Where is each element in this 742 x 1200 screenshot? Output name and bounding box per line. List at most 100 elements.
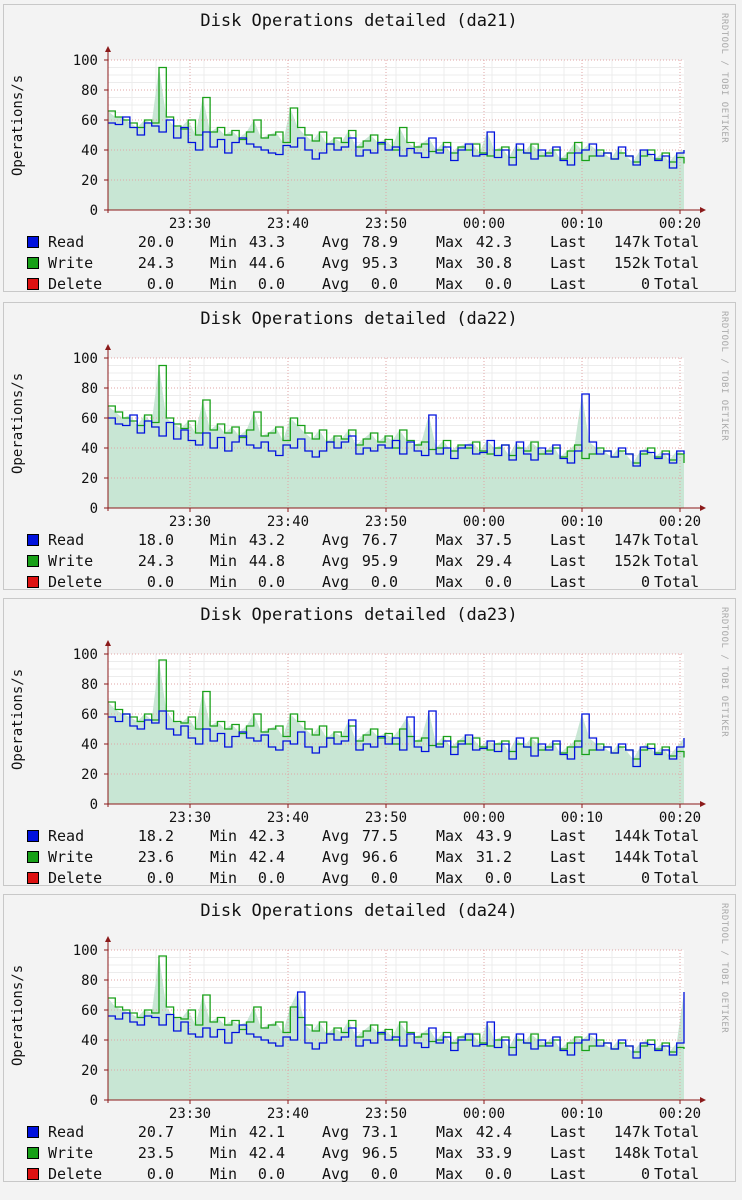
y-tick-label: 40: [81, 737, 98, 753]
legend-last-label: Last: [550, 827, 587, 845]
legend-max-value: 77.5: [361, 827, 398, 845]
legend-row: Delete 0.0 0.0 0.0 0.0 0 Min Avg Max Last Total: [24, 869, 724, 890]
chart-title: Disk Operations detailed (da22): [200, 309, 518, 329]
legend-total-value: 147k: [613, 531, 650, 549]
y-tick-label: 80: [81, 381, 98, 397]
total-area: [108, 956, 684, 1100]
legend-total-value: 147k: [613, 233, 650, 251]
legend-total-label: Total: [654, 552, 700, 570]
x-tick-label: 00:10: [561, 810, 603, 824]
legend-last-label: Last: [550, 869, 587, 887]
legend-last-label: Last: [550, 552, 587, 570]
legend-min-value: 20.0: [137, 233, 174, 251]
y-tick-label: 80: [81, 973, 98, 989]
legend-swatch: [27, 236, 39, 248]
legend-swatch: [27, 257, 39, 269]
legend-avg-label: Avg: [322, 233, 350, 251]
x-tick-label: 00:20: [659, 514, 701, 528]
x-tick-label: 00:10: [561, 514, 603, 528]
legend-series-name: Delete: [48, 573, 103, 591]
legend-total-value: 144k: [613, 848, 650, 866]
legend-max-label: Max: [436, 531, 464, 549]
y-tick-label: 20: [81, 471, 98, 487]
legend-avg-label: Avg: [322, 552, 350, 570]
rrdtool-watermark: RRDTOOL / TOBI OETIKER: [719, 311, 729, 442]
y-tick-label: 100: [73, 647, 98, 663]
read-series-line: [108, 710, 685, 768]
legend-min-value: 23.6: [137, 848, 174, 866]
legend-last-value: 0.0: [484, 1165, 512, 1183]
legend-max-label: Max: [436, 1165, 464, 1183]
legend-series-name: Read: [48, 1123, 85, 1141]
x-tick-label: 00:10: [561, 1106, 603, 1120]
legend-min-label: Min: [210, 1144, 238, 1162]
legend-row: Delete 0.0 0.0 0.0 0.0 0 Min Avg Max Last Total: [24, 1165, 724, 1186]
legend-min-label: Min: [210, 275, 238, 293]
plot-area: 0 20 40 60 80 100 23:30 23:40 23:50 00:00 00:10 00:…: [73, 936, 706, 1120]
legend-avg-label: Avg: [322, 1123, 350, 1141]
legend-max-value: 0.0: [370, 1165, 398, 1183]
legend-avg-value: 42.4: [248, 848, 285, 866]
chart-title: Disk Operations detailed (da21): [200, 11, 518, 31]
legend-row: Read 18.2 42.3 77.5 43.9 144k Min Avg Max Last Tot…: [24, 827, 724, 848]
read-series-line: [108, 991, 685, 1059]
legend: Read 20.0 43.3 78.9 42.3 147k Min Avg Max Last Tot…: [24, 233, 724, 296]
legend-total-label: Total: [654, 827, 700, 845]
legend-last-value: 42.4: [475, 1123, 512, 1141]
legend-max-label: Max: [436, 573, 464, 591]
legend-max-label: Max: [436, 827, 464, 845]
legend-avg-value: 43.2: [248, 531, 285, 549]
y-axis-arrow: [105, 46, 111, 52]
x-tick-label: 23:50: [365, 216, 407, 230]
legend-avg-value: 42.4: [248, 1144, 285, 1162]
y-tick-label: 20: [81, 1063, 98, 1079]
legend-last-label: Last: [550, 1165, 587, 1183]
legend-swatch: [27, 1147, 39, 1159]
legend-series-name: Read: [48, 827, 85, 845]
graph-panel: Disk Operations detailed (da24) RRDTOOL /…: [3, 894, 736, 1183]
legend-max-label: Max: [436, 233, 464, 251]
legend-total-label: Total: [654, 1123, 700, 1141]
graph-panel: Disk Operations detailed (da22) RRDTOOL /…: [3, 302, 736, 591]
x-tick-label: 00:20: [659, 1106, 701, 1120]
legend-min-value: 0.0: [146, 869, 174, 887]
y-tick-label: 20: [81, 767, 98, 783]
legend-avg-label: Avg: [322, 573, 350, 591]
legend-total-label: Total: [654, 275, 700, 293]
legend-avg-label: Avg: [322, 848, 350, 866]
legend-last-value: 0.0: [484, 869, 512, 887]
chart-title: Disk Operations detailed (da24): [200, 901, 518, 921]
legend-avg-label: Avg: [322, 1165, 350, 1183]
legend-total-value: 0: [640, 869, 650, 887]
legend-min-label: Min: [210, 827, 238, 845]
y-tick-label: 40: [81, 1033, 98, 1049]
legend-swatch: [27, 1126, 39, 1138]
legend-max-label: Max: [436, 848, 464, 866]
y-tick-label: 60: [81, 1003, 98, 1019]
legend-last-label: Last: [550, 848, 587, 866]
y-tick-label: 0: [90, 501, 98, 517]
x-tick-label: 23:30: [169, 810, 211, 824]
legend-last-value: 29.4: [475, 552, 512, 570]
legend-avg-value: 0.0: [257, 573, 285, 591]
legend-total-label: Total: [654, 233, 700, 251]
total-area: [108, 67, 684, 210]
x-tick-label: 00:00: [463, 1106, 505, 1120]
x-tick-label: 23:40: [267, 1106, 309, 1120]
y-axis-arrow: [105, 344, 111, 350]
x-tick-label: 23:30: [169, 216, 211, 230]
legend-series-name: Write: [48, 1144, 94, 1162]
legend-max-label: Max: [436, 275, 464, 293]
legend-last-label: Last: [550, 1123, 587, 1141]
legend-last-label: Last: [550, 254, 587, 272]
read-series-line: [108, 393, 685, 467]
legend-min-label: Min: [210, 848, 238, 866]
legend-series-name: Read: [48, 233, 85, 251]
legend-total-label: Total: [654, 254, 700, 272]
x-axis-arrow: [700, 505, 706, 511]
legend-max-label: Max: [436, 1144, 464, 1162]
legend-total-label: Total: [654, 1165, 700, 1183]
plot-area: 0 20 40 60 80 100 23:30 23:40 23:50 00:00 00:10 00:…: [73, 46, 706, 230]
legend-last-value: 0.0: [484, 573, 512, 591]
legend-max-value: 78.9: [361, 233, 398, 251]
